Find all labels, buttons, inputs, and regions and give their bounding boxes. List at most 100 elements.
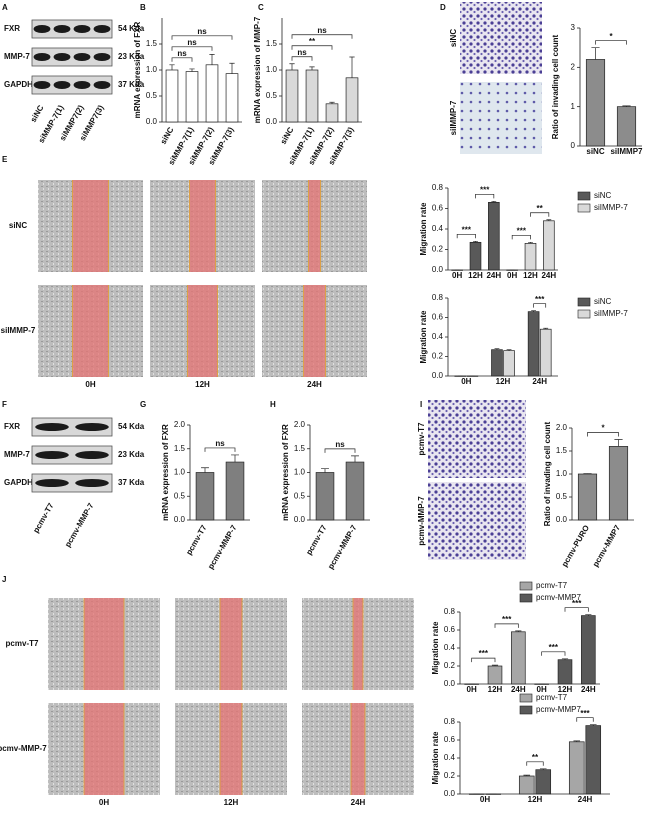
x-tick-label: 12H — [488, 685, 503, 694]
y-axis-label: Migration rate — [431, 731, 440, 784]
y-tick-label: 1.5 — [294, 444, 306, 453]
error-bar — [329, 101, 335, 104]
error-bar — [523, 774, 531, 776]
y-tick-label: 1.0 — [174, 468, 186, 477]
significance-bracket — [541, 651, 566, 656]
y-axis-label: mRNA expression of MMP-7 — [253, 16, 262, 123]
significance-label: * — [601, 424, 605, 433]
wound-gap — [84, 703, 124, 795]
image-row-label: pcmv-MMP-7 — [417, 496, 426, 546]
y-tick-label: 0.6 — [444, 735, 456, 744]
wound-gap — [353, 598, 363, 690]
x-tick-label: siIMMP7 — [610, 147, 643, 156]
blot-size: 23 Kda — [118, 52, 145, 61]
error-bar — [491, 200, 497, 203]
x-tick-label: 0H — [467, 685, 477, 694]
bar — [469, 241, 482, 271]
bar — [325, 103, 339, 123]
y-tick-label: 2.0 — [556, 423, 568, 432]
error-bar — [561, 658, 569, 660]
blot-row-label: FXR — [4, 24, 20, 33]
y-tick-label: 0.8 — [444, 607, 456, 616]
error-bar — [189, 68, 195, 72]
panel-letter: B — [140, 3, 146, 12]
y-tick-label: 1.5 — [146, 39, 158, 48]
bar — [568, 741, 585, 795]
error-bar — [229, 62, 235, 74]
error-bar — [351, 455, 359, 463]
significance-label: *** — [535, 295, 545, 304]
x-tick-label: 24H — [511, 685, 526, 694]
y-tick-label: 0.2 — [444, 771, 456, 780]
bar — [503, 350, 515, 377]
blot-frame — [31, 19, 113, 39]
bar — [585, 725, 602, 795]
x-tick-label: siNC — [586, 147, 604, 156]
blot-size: 54 Kda — [118, 24, 145, 33]
bar — [581, 615, 596, 685]
bar — [616, 106, 637, 147]
blot-band — [93, 25, 111, 33]
panel-letter: F — [2, 400, 7, 409]
y-axis-label: Migration rate — [419, 310, 428, 363]
error-bar — [543, 327, 549, 330]
y-tick-label: 0.5 — [266, 91, 278, 100]
significance-label: * — [609, 32, 613, 41]
significance-bracket — [494, 623, 519, 628]
wound-gap — [303, 285, 326, 377]
y-axis-label: Ratio of invading cell count — [543, 421, 552, 526]
x-tick-label: 24H — [541, 271, 556, 280]
image-column-label: 0H — [85, 380, 95, 389]
blot-size: 37 Kda — [118, 478, 145, 487]
bar — [225, 73, 239, 123]
x-tick-label: 12H — [523, 271, 538, 280]
y-axis-label: mRNA expression of FXR — [161, 424, 170, 521]
blot-size: 54 Kda — [118, 422, 145, 431]
wound-gap — [189, 180, 216, 272]
error-bar — [494, 348, 500, 350]
panel-letter: J — [2, 575, 6, 584]
y-tick-label: 0.5 — [294, 491, 306, 500]
blot-band — [33, 25, 51, 33]
error-bar — [546, 219, 552, 221]
x-tick-label: siNC — [159, 125, 176, 145]
panel-letter: A — [2, 3, 8, 12]
legend-swatch — [519, 705, 533, 715]
bar — [543, 220, 555, 271]
x-tick-label: 24H — [578, 795, 593, 804]
wound-gap — [84, 598, 124, 690]
y-tick-label: 0.2 — [444, 661, 456, 670]
blot-band — [35, 479, 69, 487]
y-tick-label: 0.5 — [146, 91, 158, 100]
image-column-label: 12H — [224, 798, 239, 807]
legend-swatch — [577, 309, 591, 319]
bar — [185, 71, 199, 123]
bar — [535, 769, 552, 795]
micrograph — [428, 482, 526, 560]
y-tick-label: 0.0 — [294, 515, 306, 524]
significance-label: ns — [215, 439, 225, 448]
y-tick-label: 0.0 — [432, 265, 444, 274]
error-bar — [539, 768, 547, 770]
y-tick-label: 2 — [571, 62, 576, 71]
blot-frame — [31, 47, 113, 67]
bar — [225, 461, 245, 521]
image-column-label: 0H — [99, 798, 109, 807]
error-bar — [515, 630, 522, 632]
x-tick-label: 0H — [452, 271, 462, 280]
y-tick-label: 0 — [571, 141, 576, 150]
panel-letter: C — [258, 3, 264, 12]
error-bar — [589, 724, 597, 726]
blot-row-label: MMP-7 — [4, 52, 30, 61]
wound-gap — [220, 598, 242, 690]
significance-bracket — [587, 432, 619, 437]
micrograph — [460, 82, 542, 154]
y-tick-label: 1.0 — [146, 65, 158, 74]
y-tick-label: 0.4 — [432, 224, 444, 233]
significance-bracket — [595, 40, 627, 45]
blot-row-label: GAPDH — [4, 478, 33, 487]
significance-label: *** — [479, 649, 489, 658]
error-bar — [585, 614, 592, 616]
error-bar — [321, 468, 329, 473]
legend-label: siNC — [594, 297, 612, 306]
